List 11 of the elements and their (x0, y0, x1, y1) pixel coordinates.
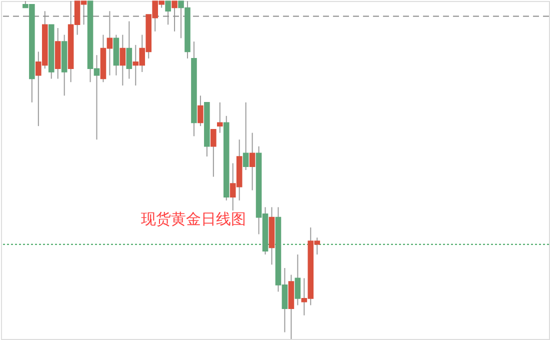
candlestick (126, 20, 132, 80)
candlestick (242, 102, 249, 170)
candlestick (294, 254, 301, 306)
candlestick (198, 95, 204, 127)
candlestick (210, 128, 216, 178)
candlestick (217, 102, 223, 134)
candlestick (120, 34, 126, 86)
candlestick (249, 132, 256, 191)
candlestick (165, 0, 171, 26)
candlestick (172, 0, 178, 32)
annotation: 现货黄金日线图 (141, 210, 246, 228)
